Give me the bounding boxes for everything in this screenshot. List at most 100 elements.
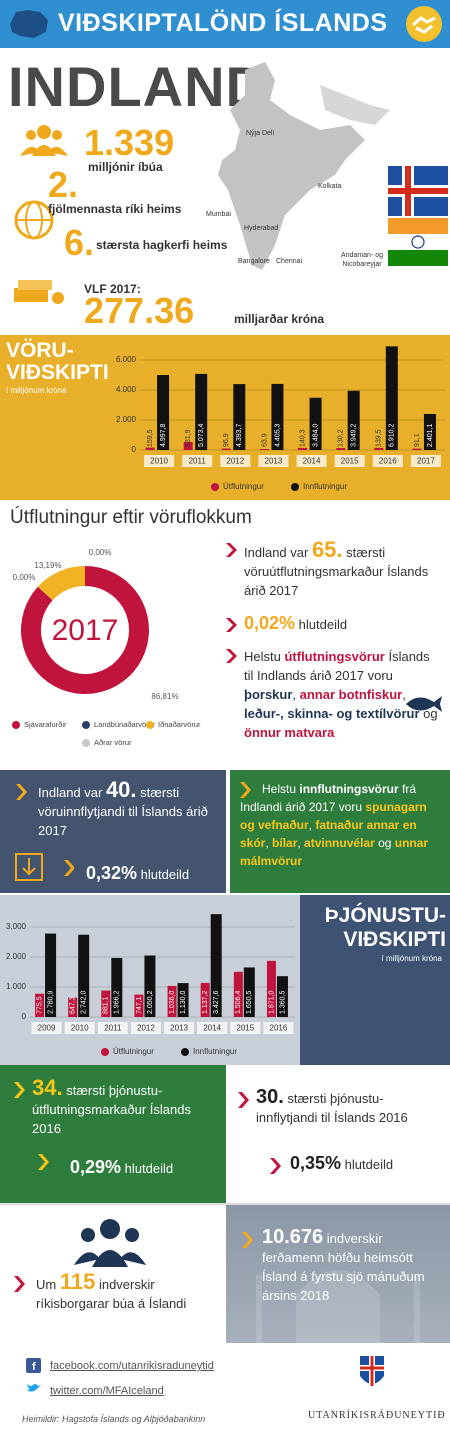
value-label: 531,9 [185,429,192,447]
bar [183,442,193,450]
category-box [296,455,327,467]
y-tick-label: 0 [132,445,137,454]
y-tick-label: 2.000 [116,415,137,424]
handshake-icon [406,6,442,42]
text: , [402,687,406,702]
x-tick-label: 2011 [104,1024,122,1033]
services-title: ÞJÓNUSTU-VIÐSKIPTI [324,904,446,951]
y-tick-label: 6.000 [116,355,137,364]
bar [266,960,276,1017]
text: , [265,836,273,850]
value-label: 140,3 [299,429,306,447]
services-export-panel [0,1065,226,1203]
chevrons [226,543,237,663]
value-label: 2.401,1 [427,424,434,447]
value-label: 881,1 [103,996,110,1014]
legend-marker [82,721,90,729]
bar [412,448,422,450]
legend-label: Útflutningur [223,482,264,491]
value-label: 747,1 [136,996,143,1014]
text: Íslands til Indlands árið 2017 voru [244,649,430,683]
fact-prefix: VLF 2017: [84,282,141,296]
text: hlutdeild [295,617,348,632]
value-label: 1.137,2 [202,991,209,1014]
y-tick-label: 0 [22,1012,27,1021]
text: og [419,706,438,721]
text: og [374,836,395,850]
category-box [182,455,213,467]
highlight: bílar [272,836,298,850]
bar [276,976,288,1017]
taj-mahal-silhouette [256,1270,420,1343]
category-box [197,1022,228,1034]
import-share: 0,32% hlutdeild [86,864,226,884]
category-box [263,1022,294,1034]
services-title-panel [300,895,450,1065]
city-label: Andaman- og Nicobareyjar [340,252,384,268]
bar [101,990,111,1017]
twitter-link[interactable]: twitter.com/MFAIceland [50,1385,164,1397]
x-tick-label: 2010 [71,1024,89,1033]
value-label: 130,2 [338,429,345,447]
text: , [292,687,300,702]
facebook-link[interactable]: facebook.com/utanrikisraduneytid [50,1360,214,1372]
divider [0,1203,450,1205]
text: Helstu [244,649,285,664]
legend-label: Innflutningur [193,1047,237,1056]
value-label: 139,5 [376,429,383,447]
bar [243,967,255,1017]
chevrons [14,1082,49,1170]
value-label: 647,3 [70,996,77,1014]
goods-title: VÖRU-VIÐSKIPTI [6,339,109,384]
value-label: 775,5 [36,996,43,1014]
x-tick-label: 2014 [303,457,321,466]
chevron [240,782,251,798]
category-box [334,455,365,467]
people-icon [74,1219,146,1267]
city-label: Nýja Delí [246,130,275,137]
donut-chart: 86,81% Sjávarafurðir 0,00% Landbúnaðarvörur… [12,548,201,747]
city-label: Bangalore [238,258,270,265]
text: , [308,818,316,832]
highlight: atvinnuvélar [304,836,375,850]
x-tick-label: 2014 [203,1024,221,1033]
value-label: 5.073,4 [198,424,205,447]
bar [347,390,360,450]
legend-marker [146,721,154,729]
ministry: UTANRÍKISRÁÐUNEYTIÐ [308,1410,446,1421]
text: stærsti vöruinnflytjandi til Íslands ári… [38,785,208,838]
value-label: 1.360,5 [279,991,286,1014]
legend-marker [181,1048,189,1056]
region-shape [320,85,390,125]
bar [145,447,155,450]
chevrons [238,1092,281,1174]
import-rank: Indland var 40. stærsti vöruinnflytjandi… [38,779,218,840]
value-label: 3.427,6 [213,991,220,1014]
text: Indland var [244,545,312,560]
fact-value: 2. [48,164,79,205]
value-label: 2.780,9 [47,991,54,1014]
text: , [297,836,305,850]
x-tick-label: 2017 [417,457,435,466]
bar [233,384,246,450]
highlight: 0,29% [70,1157,122,1177]
highlight: 115 [59,1269,96,1294]
legend-marker [82,739,90,747]
text: stærsti þjónustu-útflutningsmarkaður Ísl… [32,1083,191,1136]
text: indverskir ríkisborgarar búa á Íslandi [36,1277,187,1311]
import-products-panel [230,770,450,893]
value-label: 1.506,4 [235,991,242,1014]
highlight: 34. [32,1075,63,1100]
legend-label: Útflutningur [113,1047,154,1056]
y-tick-label: 1.000 [6,982,27,991]
bar [157,375,170,450]
bar [233,971,243,1017]
highlight: spunagarn og vefnaður [240,800,427,832]
iceland-icon [10,10,48,38]
legend-label: Iðnaðarvörur [158,720,201,729]
value-label: 2.742,0 [81,991,88,1014]
export-rank: Indland var 65. stærsti vöruútflutningsm… [244,539,444,600]
value-label: 3.484,0 [312,424,319,447]
donut-segment [37,566,85,601]
fact-icons [14,125,68,304]
